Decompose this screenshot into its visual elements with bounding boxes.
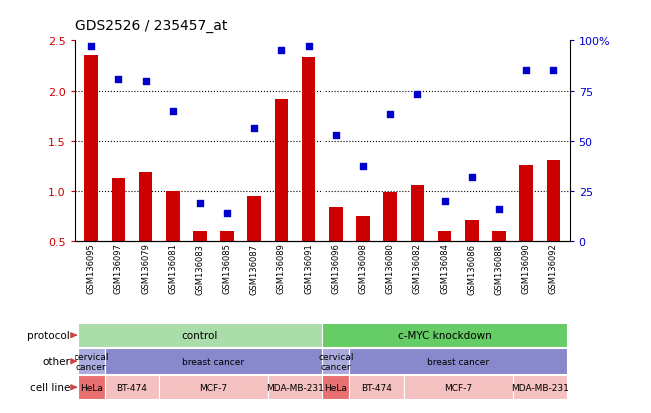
Bar: [350, 348, 567, 375]
Bar: [166, 192, 180, 242]
Bar: [105, 348, 322, 375]
Text: MCF-7: MCF-7: [199, 383, 228, 392]
Point: [521, 67, 531, 74]
Text: MDA-MB-231: MDA-MB-231: [511, 383, 569, 392]
Bar: [383, 192, 397, 242]
Text: HeLa: HeLa: [324, 383, 347, 392]
Text: GDS2526 / 235457_at: GDS2526 / 235457_at: [75, 19, 227, 33]
Text: BT-474: BT-474: [117, 383, 147, 392]
Text: control: control: [182, 330, 218, 340]
Bar: [105, 375, 159, 399]
Text: breast cancer: breast cancer: [182, 357, 245, 366]
Bar: [465, 221, 478, 242]
Bar: [193, 232, 207, 242]
Point: [331, 132, 341, 139]
Text: other: other: [42, 356, 70, 366]
Text: cervical
cancer: cervical cancer: [74, 351, 109, 371]
Bar: [77, 375, 105, 399]
Bar: [322, 348, 350, 375]
Text: BT-474: BT-474: [361, 383, 392, 392]
Point: [86, 44, 96, 51]
Point: [113, 76, 124, 83]
Point: [439, 198, 450, 205]
Bar: [247, 197, 261, 242]
Bar: [220, 232, 234, 242]
Bar: [492, 232, 506, 242]
Bar: [322, 375, 350, 399]
Text: protocol: protocol: [27, 330, 70, 340]
Text: MDA-MB-231: MDA-MB-231: [266, 383, 324, 392]
Text: breast cancer: breast cancer: [427, 357, 490, 366]
Text: MCF-7: MCF-7: [444, 383, 472, 392]
Bar: [77, 323, 322, 347]
Bar: [437, 232, 451, 242]
Text: c-MYC knockdown: c-MYC knockdown: [398, 330, 492, 340]
Bar: [411, 185, 424, 242]
Point: [358, 163, 368, 170]
Bar: [404, 375, 512, 399]
Bar: [139, 173, 152, 242]
Point: [195, 200, 205, 207]
Bar: [77, 348, 105, 375]
Bar: [519, 166, 533, 242]
Text: HeLa: HeLa: [79, 383, 103, 392]
Point: [548, 67, 559, 74]
Bar: [275, 100, 288, 242]
Point: [222, 210, 232, 217]
Point: [412, 91, 422, 98]
Point: [493, 206, 504, 213]
Text: cervical
cancer: cervical cancer: [318, 351, 353, 371]
Bar: [329, 208, 342, 242]
Point: [467, 174, 477, 181]
Bar: [322, 323, 567, 347]
Bar: [350, 375, 404, 399]
Bar: [547, 161, 560, 242]
Point: [141, 78, 151, 85]
Bar: [302, 58, 316, 242]
Bar: [85, 56, 98, 242]
Bar: [512, 375, 567, 399]
Text: cell line: cell line: [29, 382, 70, 392]
Point: [249, 125, 260, 132]
Bar: [111, 178, 125, 242]
Point: [167, 108, 178, 115]
Point: [385, 111, 395, 118]
Point: [276, 48, 286, 55]
Bar: [159, 375, 268, 399]
Bar: [356, 216, 370, 242]
Point: [303, 44, 314, 51]
Bar: [268, 375, 322, 399]
